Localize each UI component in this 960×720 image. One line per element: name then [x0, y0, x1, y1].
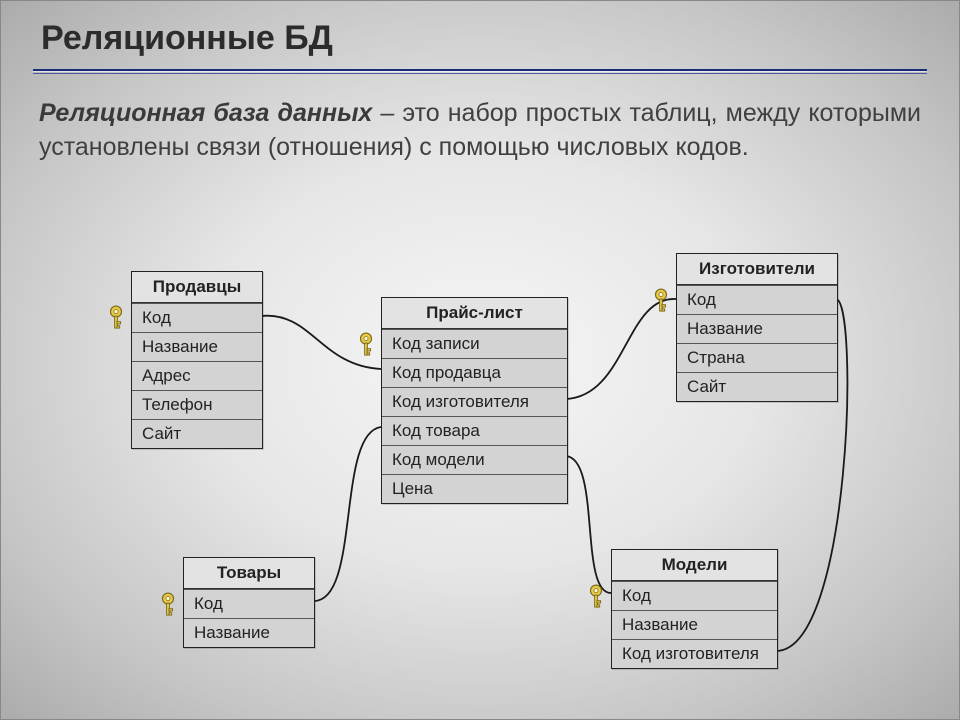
- table-field: Код: [612, 581, 777, 610]
- edge: [313, 427, 381, 601]
- table-makers: ИзготовителиКодНазваниеСтранаСайт: [676, 253, 838, 402]
- key-icon: [650, 287, 672, 315]
- table-field: Код: [677, 285, 837, 314]
- key-icon: [585, 583, 607, 611]
- table-field: Название: [677, 314, 837, 343]
- table-pricelist: Прайс-листКод записиКод продавцаКод изго…: [381, 297, 568, 504]
- table-models: МоделиКодНазваниеКод изготовителя: [611, 549, 778, 669]
- table-field: Название: [132, 332, 262, 361]
- table-field: Сайт: [132, 419, 262, 448]
- table-field: Цена: [382, 474, 567, 503]
- description: Реляционная база данных – это набор прос…: [39, 97, 921, 165]
- table-header: Прайс-лист: [382, 298, 567, 329]
- table-header: Изготовители: [677, 254, 837, 285]
- table-field: Код: [132, 303, 262, 332]
- key-icon: [355, 331, 377, 359]
- table-header: Товары: [184, 558, 314, 589]
- table-header: Продавцы: [132, 272, 262, 303]
- table-field: Код изготовителя: [612, 639, 777, 668]
- table-goods: ТоварыКодНазвание: [183, 557, 315, 648]
- table-field: Адрес: [132, 361, 262, 390]
- edge: [566, 456, 611, 593]
- table-field: Код: [184, 589, 314, 618]
- table-field: Название: [184, 618, 314, 647]
- table-field: Код записи: [382, 329, 567, 358]
- title-rule-thin: [33, 73, 927, 74]
- table-field: Название: [612, 610, 777, 639]
- table-field: Код товара: [382, 416, 567, 445]
- edge: [566, 299, 676, 399]
- table-field: Код модели: [382, 445, 567, 474]
- edge: [261, 316, 381, 369]
- slide: Реляционные БД Реляционная база данных –…: [0, 0, 960, 720]
- table-field: Сайт: [677, 372, 837, 401]
- table-field: Страна: [677, 343, 837, 372]
- title-rule: [33, 69, 927, 71]
- table-field: Код изготовителя: [382, 387, 567, 416]
- table-field: Код продавца: [382, 358, 567, 387]
- key-icon: [105, 304, 127, 332]
- page-title: Реляционные БД: [41, 19, 333, 58]
- term: Реляционная база данных: [39, 99, 372, 127]
- table-field: Телефон: [132, 390, 262, 419]
- table-sellers: ПродавцыКодНазваниеАдресТелефонСайт: [131, 271, 263, 449]
- table-header: Модели: [612, 550, 777, 581]
- key-icon: [157, 591, 179, 619]
